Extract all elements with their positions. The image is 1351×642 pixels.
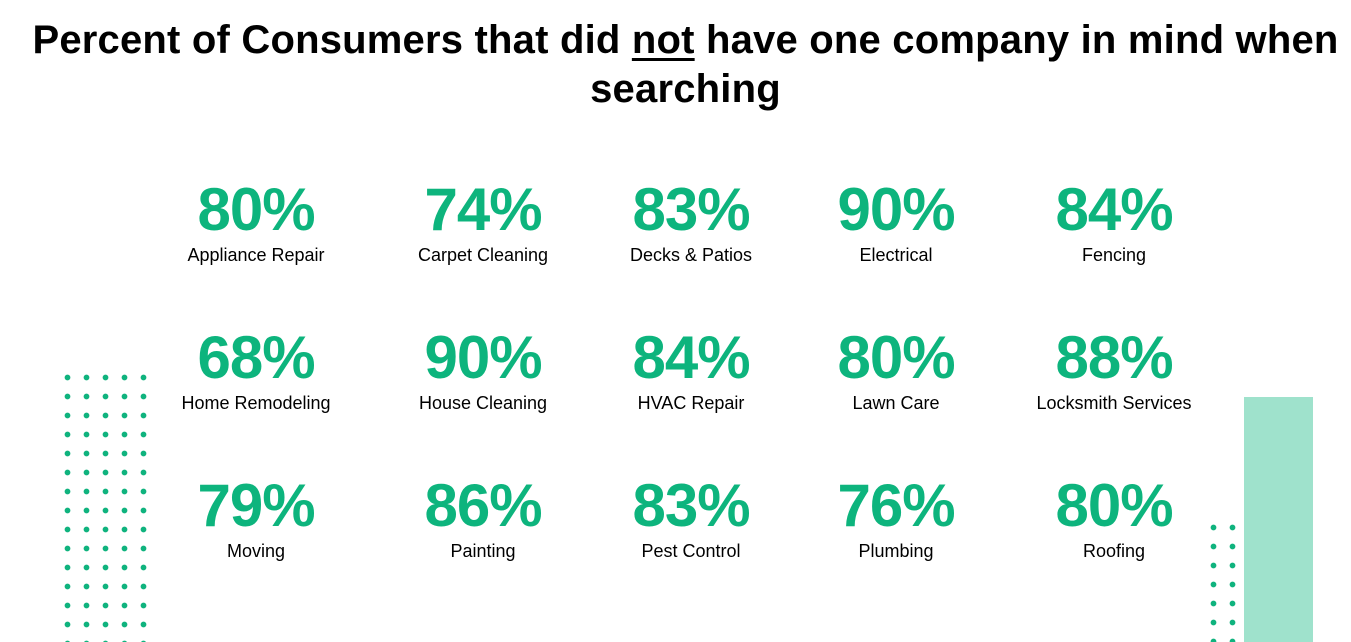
stat-label: Roofing <box>1082 541 1146 561</box>
stat-value: 76% <box>837 472 955 539</box>
page-title: Percent of Consumers that did not have o… <box>0 16 1351 114</box>
title-text-start: Percent of Consumers that did <box>32 18 632 62</box>
stat-label: Plumbing <box>858 541 934 561</box>
stat-label: Decks & Patios <box>629 245 753 265</box>
stat-label: Fencing <box>1081 245 1147 265</box>
stat-pest-control: 83% Pest Control <box>591 476 791 562</box>
stat-house-cleaning: 90% House Cleaning <box>383 328 583 414</box>
stat-label: Lawn Care <box>852 393 940 413</box>
stat-label: Appliance Repair <box>187 245 325 265</box>
stat-label: Pest Control <box>641 541 741 561</box>
stat-value: 88% <box>1055 324 1173 391</box>
stat-value: 83% <box>632 176 750 243</box>
stat-value: 84% <box>632 324 750 391</box>
stat-hvac-repair: 84% HVAC Repair <box>591 328 791 414</box>
stat-label: Painting <box>450 541 516 561</box>
stat-decks-patios: 83% Decks & Patios <box>591 180 791 266</box>
stat-value: 86% <box>424 472 542 539</box>
stat-value: 74% <box>424 176 542 243</box>
stat-carpet-cleaning: 74% Carpet Cleaning <box>383 180 583 266</box>
stat-label: Electrical <box>859 245 933 265</box>
stat-label: HVAC Repair <box>637 393 745 413</box>
stat-label: Moving <box>226 541 286 561</box>
decorative-bar-right <box>1244 397 1313 642</box>
stat-appliance-repair: 80% Appliance Repair <box>156 180 356 266</box>
stat-label: House Cleaning <box>418 393 548 413</box>
stat-value: 80% <box>837 324 955 391</box>
stat-value: 84% <box>1055 176 1173 243</box>
stat-label: Carpet Cleaning <box>417 245 549 265</box>
stat-roofing: 80% Roofing <box>1014 476 1214 562</box>
stat-label: Home Remodeling <box>181 393 331 413</box>
stat-lawn-care: 80% Lawn Care <box>796 328 996 414</box>
stat-value: 80% <box>1055 472 1173 539</box>
stat-value: 80% <box>197 176 315 243</box>
decorative-dot-grid-left <box>58 368 148 642</box>
stat-fencing: 84% Fencing <box>1014 180 1214 266</box>
stat-value: 90% <box>424 324 542 391</box>
stat-moving: 79% Moving <box>156 476 356 562</box>
title-emphasis: not <box>631 18 695 62</box>
stat-value: 90% <box>837 176 955 243</box>
stat-locksmith-services: 88% Locksmith Services <box>1014 328 1214 414</box>
stat-plumbing: 76% Plumbing <box>796 476 996 562</box>
stat-value: 83% <box>632 472 750 539</box>
stat-home-remodeling: 68% Home Remodeling <box>156 328 356 414</box>
stat-value: 68% <box>197 324 315 391</box>
stat-electrical: 90% Electrical <box>796 180 996 266</box>
stat-value: 79% <box>197 472 315 539</box>
stat-label: Locksmith Services <box>1036 393 1192 413</box>
stat-painting: 86% Painting <box>383 476 583 562</box>
title-text-end: have one company in mind when searching <box>590 18 1339 111</box>
decorative-dot-grid-right <box>1204 518 1242 642</box>
